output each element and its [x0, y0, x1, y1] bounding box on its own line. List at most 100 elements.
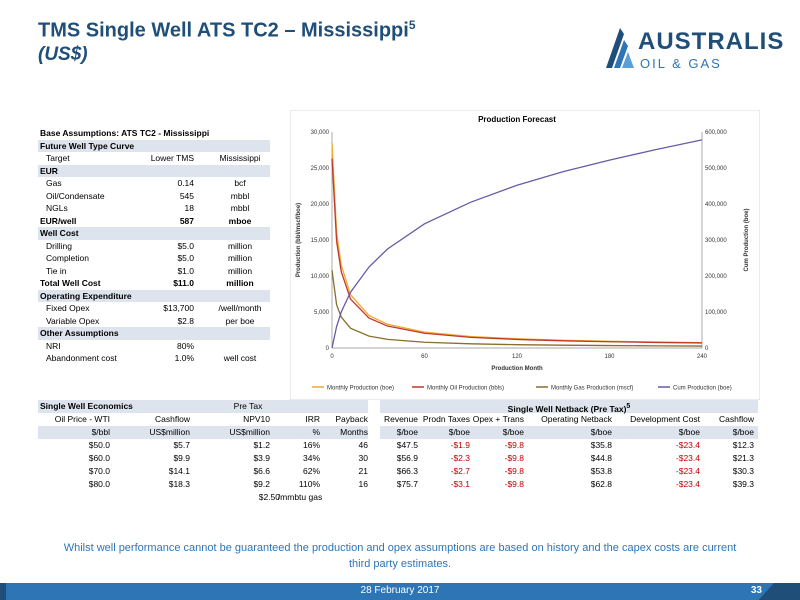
econ-cell-2: $3.9	[253, 453, 270, 463]
netback-cell-0: $66.3	[396, 466, 418, 476]
econ-gas-unit: /mmbtu gas	[277, 492, 323, 502]
single-well-netback-table: Single Well Netback (Pre Tax)5 Revenue Pr…	[380, 400, 758, 491]
legend-label-2: Monthly Gas Production (mscf)	[551, 386, 633, 392]
netback-cell-4: -$23.4	[675, 466, 700, 476]
netback-h2-cell-1: $/boe	[448, 427, 470, 437]
chart-title: Production Forecast	[478, 115, 556, 124]
netback-cell-0: $56.9	[396, 453, 418, 463]
table-row: $50.0 $5.7 $1.2 16% 46	[38, 439, 368, 452]
base-assumptions-table: Base Assumptions: ATS TC2 - Mississippi …	[38, 127, 270, 365]
row-gas: Gas 0.14 bcf	[46, 178, 246, 188]
row-fixed-opex: Fixed Opex $13,700/well/month	[46, 303, 262, 313]
netback-cell-3: $53.8	[590, 466, 612, 476]
netback-cell-3: $35.8	[590, 440, 612, 450]
y2-axis-label: Cum Production (boe)	[744, 209, 750, 272]
netback-h1-cell-1: Prodn Taxes	[422, 414, 470, 424]
netback-h1-cell-0: Revenue	[383, 414, 418, 424]
row-drilling: Drilling $5.0 million	[46, 240, 253, 251]
netback-h2-cell-4: $/boe	[678, 427, 700, 437]
y2-tick-label: 500,000	[705, 166, 727, 172]
page-number: 33	[750, 585, 762, 596]
netback-cell-2: -$9.8	[504, 440, 524, 450]
y-tick-label: 30,000	[311, 130, 330, 136]
row-variable-opex: Variable Opex $2.8 per boe	[46, 315, 255, 326]
netback-cell-4: -$23.4	[675, 440, 700, 450]
x-tick-label: 240	[697, 354, 708, 360]
row-eur-well: EUR/well 587 mboe	[40, 215, 252, 226]
title-footnote: 5	[408, 18, 416, 32]
x-tick-label: 120	[512, 354, 523, 360]
econ-cell-1: $9.9	[173, 453, 190, 463]
disclaimer-note: Whilst well performance cannot be guaran…	[63, 542, 737, 570]
table-row: $66.3 -$2.7 -$9.8 $53.8 -$23.4 $30.3	[380, 465, 758, 478]
x-axis-label: Production Month	[491, 366, 543, 372]
netback-cell-3: $44.8	[590, 453, 612, 463]
netback-cell-0: $75.7	[396, 479, 418, 489]
chart-frame	[290, 110, 760, 400]
econ-cell-4: 21	[358, 466, 368, 476]
econ-pretax: Pre Tax	[233, 401, 263, 411]
y-tick-label: 20,000	[311, 202, 330, 208]
row-completion: Completion $5.0 million	[46, 253, 253, 263]
x-tick-label: 60	[421, 354, 428, 360]
y-tick-label: 10,000	[311, 274, 330, 280]
row-tie-in: Tie in $1.0 million	[46, 265, 253, 276]
netback-cell-5: $12.3	[732, 440, 754, 450]
logo-mark-icon	[606, 28, 634, 68]
footer-date: 28 February 2017	[360, 585, 440, 596]
econ-cell-0: $70.0	[88, 466, 110, 476]
section-future-curve: Future Well Type Curve	[38, 139, 270, 152]
econ-h1-cell-3: IRR	[305, 414, 320, 424]
netback-h1-cell-5: Cashflow	[719, 414, 754, 424]
econ-gas-price-row: $2.50 /mmbtu gas	[38, 491, 368, 504]
econ-header-1: Oil Price - WTI Cashflow NPV10 IRR Payback	[38, 413, 368, 426]
econ-gas-price: $2.50	[258, 492, 280, 502]
legend-label-3: Cum Production (boe)	[673, 386, 732, 392]
netback-h1-cell-2: Opex + Trans	[472, 414, 524, 424]
econ-h2-cell-4: Months	[340, 427, 368, 437]
y-axis-label: Production (bbl/mscf/boe)	[296, 203, 302, 277]
netback-cell-1: -$1.9	[450, 440, 470, 450]
econ-cell-4: 30	[358, 453, 368, 463]
econ-title: Single Well Economics	[40, 401, 133, 411]
row-oil: Oil/Condensate 545 mbbl	[46, 190, 250, 201]
y2-tick-label: 400,000	[705, 202, 727, 208]
netback-cell-5: $21.3	[732, 453, 754, 463]
econ-h1-cell-4: Payback	[335, 414, 368, 424]
econ-cell-0: $80.0	[88, 479, 110, 489]
econ-h2-cell-1: US$million	[149, 427, 190, 437]
netback-cell-3: $62.8	[590, 479, 612, 489]
econ-cell-2: $9.2	[253, 479, 270, 489]
netback-cell-1: -$2.7	[450, 466, 470, 476]
econ-cell-0: $60.0	[88, 453, 110, 463]
econ-h1-cell-2: NPV10	[243, 414, 270, 424]
econ-cell-1: $18.3	[168, 479, 190, 489]
econ-cell-0: $50.0	[88, 440, 110, 450]
econ-cell-3: 16%	[302, 440, 320, 450]
legend-label-0: Monthly Production (boe)	[327, 386, 394, 392]
econ-title-row: Single Well Economics Pre Tax	[38, 400, 368, 413]
netback-header-2: $/boe $/boe $/boe $/boe $/boe $/boe	[380, 426, 758, 439]
y2-tick-label: 200,000	[705, 274, 727, 280]
econ-cell-2: $1.2	[253, 440, 270, 450]
netback-cell-2: -$9.8	[504, 466, 524, 476]
row-nri: NRI 80%	[46, 340, 194, 351]
econ-cell-3: 34%	[302, 453, 320, 463]
page-title: TMS Single Well ATS TC2 – Mississippi5	[38, 18, 416, 42]
section-opex: Operating Expenditure	[38, 289, 270, 302]
row-total-well-cost: Total Well Cost $11.0 million	[40, 278, 254, 288]
x-tick-label: 180	[604, 354, 615, 360]
table-row: $75.7 -$3.1 -$9.8 $62.8 -$23.4 $39.3	[380, 478, 758, 491]
netback-h2-cell-2: $/boe	[502, 427, 524, 437]
table-row: $47.5 -$1.9 -$9.8 $35.8 -$23.4 $12.3	[380, 439, 758, 452]
econ-cell-3: 62%	[302, 466, 320, 476]
netback-footnote: 5	[626, 403, 631, 410]
econ-cell-2: $6.6	[253, 466, 270, 476]
econ-cell-3: 110%	[298, 479, 320, 489]
netback-cell-5: $39.3	[732, 479, 754, 489]
econ-cell-1: $5.7	[173, 440, 190, 450]
y2-tick-label: 0	[705, 346, 709, 352]
section-eur: EUR	[38, 164, 270, 177]
production-forecast-chart: Production Forecast 0 5,000 10,000 15,000 20,…	[290, 110, 760, 400]
netback-title-row: Single Well Netback (Pre Tax)5	[380, 400, 758, 414]
